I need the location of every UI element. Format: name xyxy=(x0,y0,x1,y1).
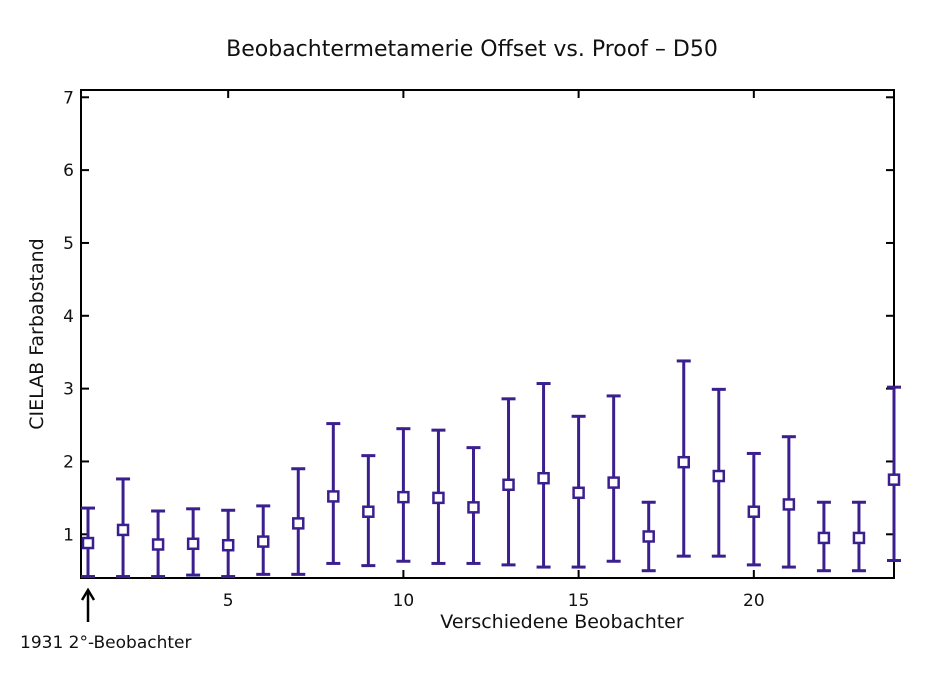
chart-title: Beobachtermetamerie Offset vs. Proof – D… xyxy=(226,37,718,62)
data-point xyxy=(292,517,305,530)
data-point xyxy=(502,478,515,492)
data-point xyxy=(81,536,95,550)
x-tick-label: 10 xyxy=(393,591,415,611)
data-point xyxy=(116,523,130,537)
data-point xyxy=(256,535,270,548)
data-point xyxy=(712,469,726,483)
x-tick-label: 5 xyxy=(223,591,234,611)
data-point xyxy=(327,490,340,503)
y-tick-label: 1 xyxy=(63,525,74,545)
y-tick-label: 6 xyxy=(63,161,74,181)
data-point xyxy=(642,530,655,543)
data-point xyxy=(887,473,901,486)
data-point xyxy=(782,498,796,511)
annotation-label: 1931 2°-Beobachter xyxy=(20,633,191,653)
data-point xyxy=(852,531,866,545)
y-axis-label: CIELAB Farbabstand xyxy=(26,238,48,429)
data-point xyxy=(677,455,690,469)
data-point xyxy=(572,486,585,500)
data-point xyxy=(186,537,200,551)
y-tick-label: 5 xyxy=(63,234,74,254)
data-series xyxy=(81,359,901,579)
data-point xyxy=(537,471,550,485)
x-axis-label: Verschiedene Beobachter xyxy=(440,611,684,633)
axis-ticks: 5 10 15 20 1 2 3 4 5 6 7 xyxy=(63,88,894,611)
data-point xyxy=(467,501,480,514)
data-point xyxy=(817,531,831,545)
plot-frame xyxy=(80,89,895,579)
x-tick-label: 20 xyxy=(743,591,765,611)
y-tick-label: 2 xyxy=(63,452,74,472)
y-tick-label: 4 xyxy=(63,307,74,327)
y-tick-label: 7 xyxy=(63,88,74,108)
data-point xyxy=(362,505,375,518)
y-tick-label: 3 xyxy=(63,380,74,400)
annotation-arrow xyxy=(80,587,96,622)
data-point xyxy=(221,538,235,552)
x-tick-label: 15 xyxy=(568,591,590,611)
data-point xyxy=(432,491,445,505)
data-point xyxy=(607,476,620,489)
data-point xyxy=(397,490,410,504)
data-point xyxy=(747,505,761,518)
data-point xyxy=(151,538,165,551)
